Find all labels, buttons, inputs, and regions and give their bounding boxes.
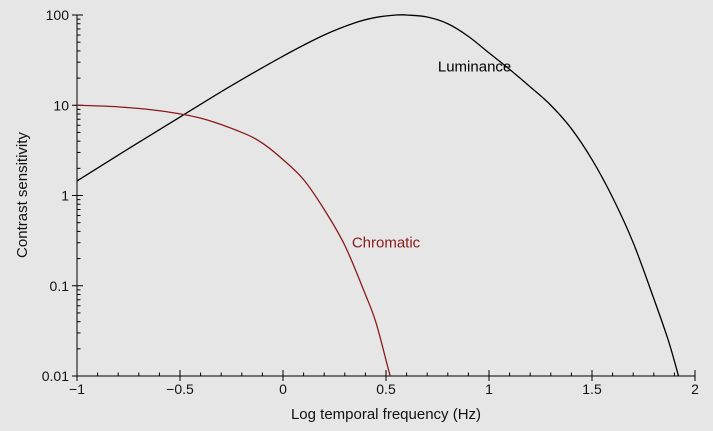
- chromatic-curve: [76, 104, 391, 377]
- y-tick-label: 1: [61, 188, 69, 204]
- x-tick-label: 1.5: [582, 381, 602, 397]
- luminance-label: Luminance: [438, 58, 511, 75]
- plot-area: 0.01 0.1 1 10 100 −1 −0.5 0 0.5 1 1.5 2 Luminance Chr…: [42, 7, 699, 397]
- x-tick-label: 1: [485, 381, 493, 397]
- chromatic-label: Chromatic: [352, 235, 421, 252]
- x-tick-label: 2: [691, 381, 699, 397]
- x-tick-label: 0.5: [376, 381, 396, 397]
- y-tick-label: 100: [46, 7, 70, 23]
- y-axis-label: Contrast sensitivity: [14, 132, 31, 258]
- x-axis-label: Log temporal frequency (Hz): [291, 406, 481, 423]
- y-tick-label: 10: [53, 97, 69, 113]
- y-tick-label: 0.1: [50, 278, 70, 294]
- luminance-curve: [76, 14, 680, 377]
- y-tick-label: 0.01: [42, 368, 69, 384]
- x-tick-label: −1: [69, 381, 85, 397]
- x-tick-label: −0.5: [166, 381, 194, 397]
- x-tick-label: 0: [279, 381, 287, 397]
